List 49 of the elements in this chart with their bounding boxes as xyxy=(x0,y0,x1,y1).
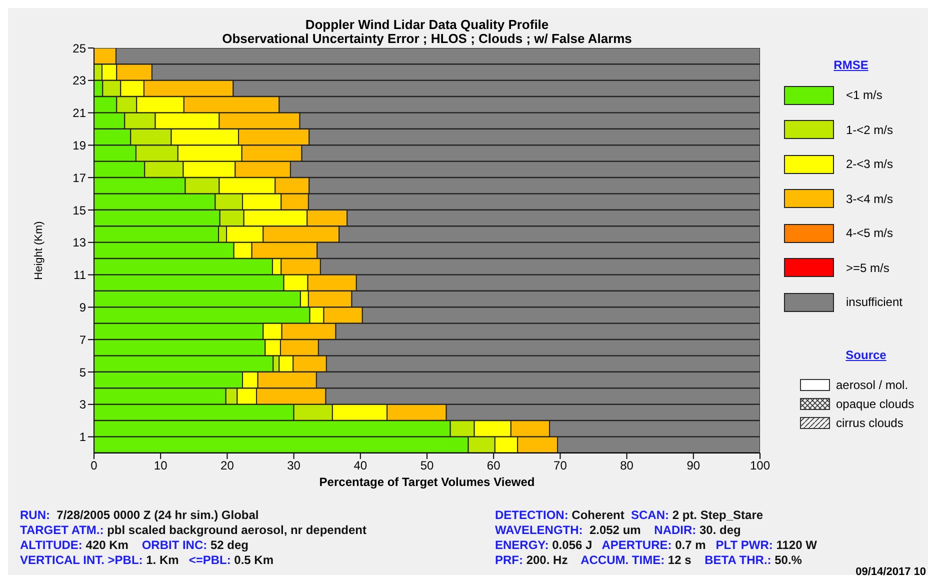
text: TARGET ATM.: pbl scaled background aerosol, nr dependent xyxy=(20,523,366,537)
y-tick-label: 11 xyxy=(74,268,86,282)
text: WAVELENGTH: 2.052 um NADIR: 30. deg xyxy=(495,523,741,537)
text: aerosol / mol. xyxy=(836,378,908,392)
x-tick-label: 10 xyxy=(154,458,168,473)
text: VERTICAL INT. >PBL: 1. Km <=PBL: 0.5 Km xyxy=(20,553,274,567)
legend-label: >=5 m/s xyxy=(846,260,890,274)
legend-label: 2-<3 m/s xyxy=(846,157,894,171)
y-tick-label: 3 xyxy=(79,398,86,412)
x-tick-label: 70 xyxy=(554,458,568,473)
x-tick-label: 40 xyxy=(354,458,368,473)
x-tick-label: 30 xyxy=(287,458,301,473)
x-tick-label: 100 xyxy=(750,458,770,473)
legend-label: <1 m/s xyxy=(846,88,882,102)
x-tick-label: 20 xyxy=(220,458,234,473)
legend-label: insufficient xyxy=(846,295,902,309)
text: Source xyxy=(844,348,888,362)
y-tick-label: 5 xyxy=(79,365,86,380)
text: ENERGY: 0.056 J APERTURE: 0.7 m PLT PWR: 1120 W xyxy=(495,538,817,552)
text: ALTITUDE: 420 Km ORBIT INC: 52 deg xyxy=(20,538,248,552)
text: opaque clouds xyxy=(836,397,914,411)
x-tick-label: 60 xyxy=(486,458,501,473)
y-tick-label: 1 xyxy=(79,430,86,444)
y-tick-label: 19 xyxy=(72,138,86,152)
x-tick-label: 80 xyxy=(620,458,634,473)
text: PRF: 200. Hz ACCUM. TIME: 12 s BETA THR.: 50.% xyxy=(495,553,802,567)
y-tick-label: 13 xyxy=(72,236,86,250)
y-tick-label: 7 xyxy=(79,332,86,347)
y-tick-label: 23 xyxy=(72,74,86,88)
x-tick-label: 50 xyxy=(420,458,434,473)
y-axis-title: Height (Km) xyxy=(32,221,45,280)
chart-subtitle: Observational Uncertainty Error ; HLOS ; Clouds ; w/ False Alarms xyxy=(221,31,633,46)
y-tick-label: 9 xyxy=(79,300,86,314)
legend-title: RMSE xyxy=(832,58,870,72)
text: DETECTION: Coherent SCAN: 2 pt. Step_Stare xyxy=(495,508,764,522)
y-tick-label: 15 xyxy=(72,203,86,218)
x-tick-label: 0 xyxy=(90,458,98,473)
legend-label: 3-<4 m/s xyxy=(846,192,894,206)
text: RUN: 7/28/2005 0000 Z (24 hr sim.) Global xyxy=(20,508,259,522)
y-tick-label: 21 xyxy=(72,106,86,120)
y-tick-label: 17 xyxy=(72,170,86,185)
chart-title: Doppler Wind Lidar Data Quality Profile xyxy=(304,17,550,32)
x-tick-label: 90 xyxy=(686,458,700,473)
text: cirrus clouds xyxy=(836,416,904,430)
y-tick-label: 25 xyxy=(72,41,86,56)
text: 09/14/2017 10 xyxy=(856,566,926,578)
legend-label: 1-<2 m/s xyxy=(846,122,894,136)
legend-label: 4-<5 m/s xyxy=(846,226,894,240)
x-axis-title: Percentage of Target Volumes Viewed xyxy=(318,475,536,489)
